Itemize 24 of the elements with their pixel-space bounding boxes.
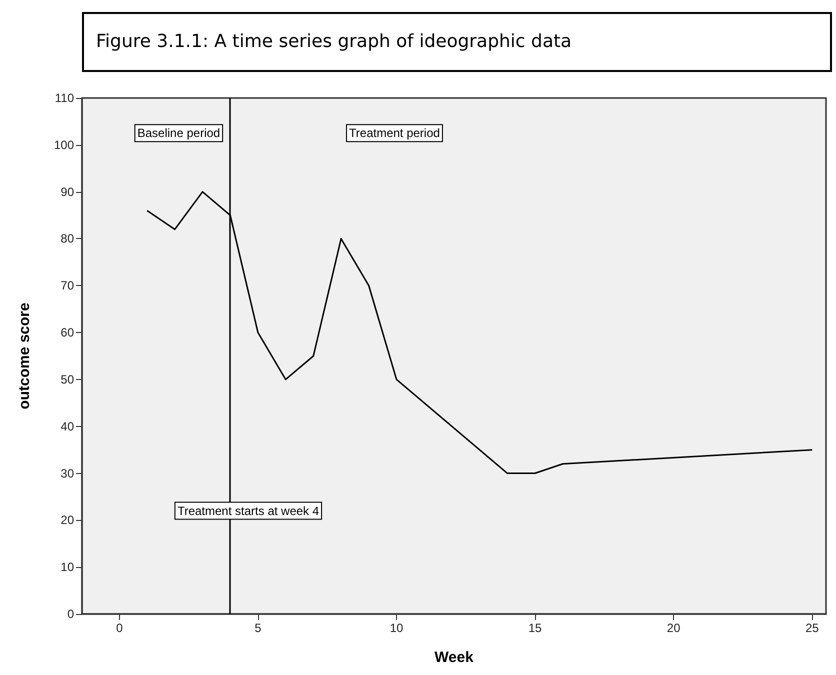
chart-title: Figure 3.1.1: A time series graph of ideographic data	[82, 12, 832, 72]
x-tick-label: 10	[390, 621, 404, 635]
y-tick-label: 10	[60, 560, 74, 574]
annotation: Treatment period	[349, 126, 440, 140]
x-tick-label: 20	[666, 621, 681, 635]
y-tick-label: 60	[60, 326, 74, 340]
y-tick-label: 0	[67, 607, 74, 621]
annotation: Baseline period	[137, 126, 220, 140]
y-tick-label: 70	[60, 278, 74, 293]
y-tick-label: 110	[54, 91, 74, 105]
x-tick-label: 25	[805, 621, 820, 635]
y-tick-label: 80	[60, 232, 74, 246]
y-tick-label: 20	[60, 513, 74, 528]
y-tick-label: 100	[54, 138, 74, 152]
y-tick-label: 90	[60, 184, 74, 199]
ref-line-label: Treatment starts at week 4	[177, 504, 320, 518]
y-axis-title: outcome score	[16, 302, 33, 410]
x-tick-label: 5	[254, 621, 262, 635]
x-axis-title: Week	[434, 649, 474, 666]
y-tick-label: 30	[60, 466, 74, 480]
y-tick-label: 40	[60, 419, 74, 434]
y-tick-label: 50	[60, 372, 74, 386]
x-tick-label: 15	[528, 621, 542, 635]
x-tick-label: 0	[116, 621, 124, 635]
